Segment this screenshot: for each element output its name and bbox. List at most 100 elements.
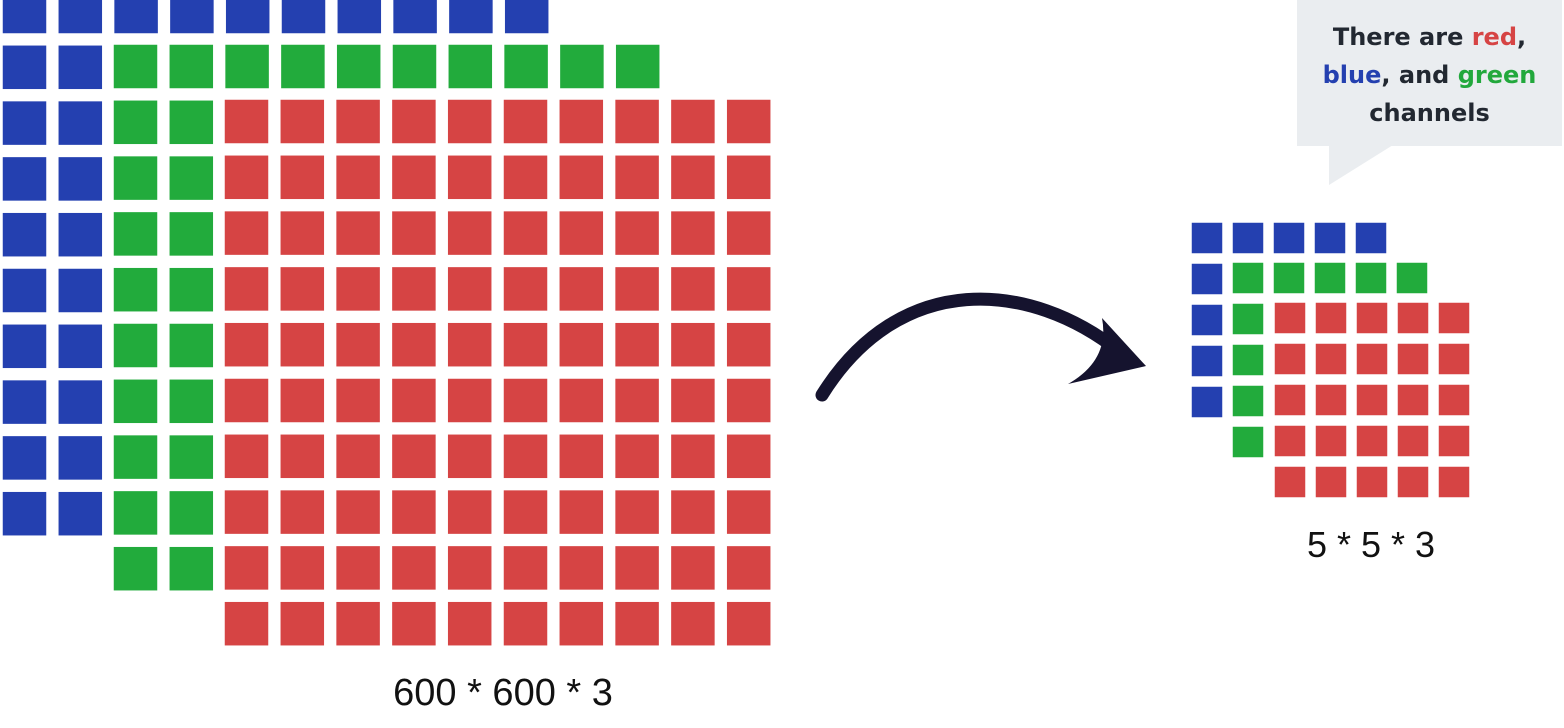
large-blue-cell bbox=[1, 490, 48, 537]
large-red-cell bbox=[279, 209, 326, 257]
small-red-cell bbox=[1437, 383, 1471, 417]
large-green-cell bbox=[558, 43, 606, 90]
large-red-cell bbox=[334, 265, 382, 313]
large-red-cell bbox=[502, 154, 549, 201]
small-red-cell bbox=[1273, 301, 1307, 335]
large-red-cell bbox=[279, 433, 326, 480]
large-red-cell bbox=[725, 98, 772, 145]
large-blue-cell bbox=[447, 0, 495, 35]
large-blue-cell bbox=[391, 0, 439, 35]
large-red-cell bbox=[558, 377, 605, 424]
small-red-cell bbox=[1273, 465, 1307, 499]
large-blue-cell bbox=[57, 0, 104, 35]
large-green-cell bbox=[168, 210, 215, 258]
small-green-cell bbox=[1231, 261, 1265, 295]
bubble-separator-2: , and bbox=[1381, 61, 1458, 89]
large-blue-cell bbox=[57, 211, 104, 258]
large-red-cell bbox=[669, 377, 717, 424]
small-red-cell bbox=[1314, 383, 1348, 417]
large-red-cell bbox=[334, 209, 382, 257]
large-red-cell bbox=[223, 265, 270, 313]
large-blue-cell bbox=[1, 99, 48, 147]
small-red-cell bbox=[1273, 383, 1307, 417]
transform-arrow bbox=[815, 292, 1146, 402]
large-blue-cell bbox=[57, 267, 104, 314]
large-red-cell bbox=[613, 209, 661, 257]
large-green-cell bbox=[112, 43, 159, 90]
large-green-cell bbox=[168, 322, 215, 369]
large-red-cell bbox=[446, 98, 493, 145]
large-red-cell bbox=[613, 154, 661, 201]
large-red-cell bbox=[334, 544, 382, 592]
large-red-cell bbox=[446, 377, 493, 424]
small-blue-cell bbox=[1313, 221, 1347, 255]
small-red-cell bbox=[1273, 342, 1307, 376]
small-red-cell bbox=[1355, 301, 1389, 335]
large-green-cell bbox=[112, 154, 159, 202]
small-red-channel bbox=[1273, 301, 1471, 499]
large-red-cell bbox=[223, 154, 270, 201]
large-red-cell bbox=[223, 377, 270, 424]
large-red-cell bbox=[446, 154, 493, 201]
large-red-cell bbox=[223, 433, 270, 480]
bubble-word-green: green bbox=[1457, 61, 1537, 89]
large-red-cell bbox=[390, 544, 438, 592]
small-red-cell bbox=[1396, 465, 1430, 499]
large-red-cell bbox=[390, 209, 438, 257]
large-red-channel bbox=[223, 98, 772, 647]
small-red-cell bbox=[1314, 465, 1348, 499]
bubble-prefix: There are bbox=[1332, 23, 1472, 51]
large-red-cell bbox=[223, 488, 270, 536]
small-red-cell bbox=[1396, 342, 1430, 376]
large-blue-cell bbox=[1, 378, 48, 426]
large-red-cell bbox=[502, 600, 549, 647]
large-red-cell bbox=[725, 600, 772, 647]
large-red-cell bbox=[613, 377, 661, 424]
small-green-cell bbox=[1272, 261, 1306, 295]
large-green-cell bbox=[502, 43, 550, 90]
large-red-cell bbox=[446, 488, 493, 536]
large-green-cell bbox=[112, 99, 159, 146]
small-red-cell bbox=[1314, 424, 1348, 458]
large-red-cell bbox=[390, 154, 438, 201]
large-red-cell bbox=[502, 377, 549, 424]
large-red-cell bbox=[390, 600, 438, 647]
large-green-cell bbox=[168, 99, 215, 146]
large-red-cell bbox=[669, 600, 717, 647]
large-blue-cell bbox=[1, 0, 48, 35]
large-red-cell bbox=[446, 265, 493, 313]
bubble-word-red: red bbox=[1471, 23, 1518, 51]
large-red-cell bbox=[725, 321, 772, 368]
large-red-cell bbox=[725, 488, 772, 536]
bubble-separator-1: , bbox=[1517, 23, 1527, 51]
large-red-cell bbox=[223, 321, 270, 368]
large-red-cell bbox=[669, 488, 717, 536]
large-red-cell bbox=[223, 209, 270, 257]
small-red-cell bbox=[1314, 301, 1348, 335]
large-red-cell bbox=[334, 488, 382, 536]
large-red-cell bbox=[558, 600, 605, 647]
large-blue-cell bbox=[57, 44, 104, 91]
small-blue-cell bbox=[1190, 344, 1224, 378]
small-red-cell bbox=[1437, 465, 1471, 499]
large-red-cell bbox=[279, 377, 326, 424]
large-tensor-label: 600 * 600 * 3 bbox=[393, 672, 613, 714]
large-red-cell bbox=[558, 154, 605, 201]
large-red-cell bbox=[334, 98, 382, 145]
large-green-cell bbox=[112, 322, 159, 369]
large-red-cell bbox=[223, 98, 270, 145]
large-red-cell bbox=[446, 600, 493, 647]
large-red-cell bbox=[334, 321, 382, 368]
large-red-cell bbox=[334, 600, 382, 647]
small-green-cell bbox=[1313, 261, 1347, 295]
large-green-cell bbox=[168, 545, 215, 592]
large-green-cell bbox=[447, 43, 494, 90]
arrow-shaft bbox=[815, 292, 1127, 402]
large-red-cell bbox=[502, 98, 549, 145]
large-red-cell bbox=[334, 377, 382, 424]
large-red-cell bbox=[725, 544, 772, 592]
large-blue-cell bbox=[57, 99, 104, 147]
large-red-cell bbox=[502, 488, 549, 536]
small-blue-cell bbox=[1190, 303, 1224, 337]
large-red-cell bbox=[502, 544, 549, 592]
